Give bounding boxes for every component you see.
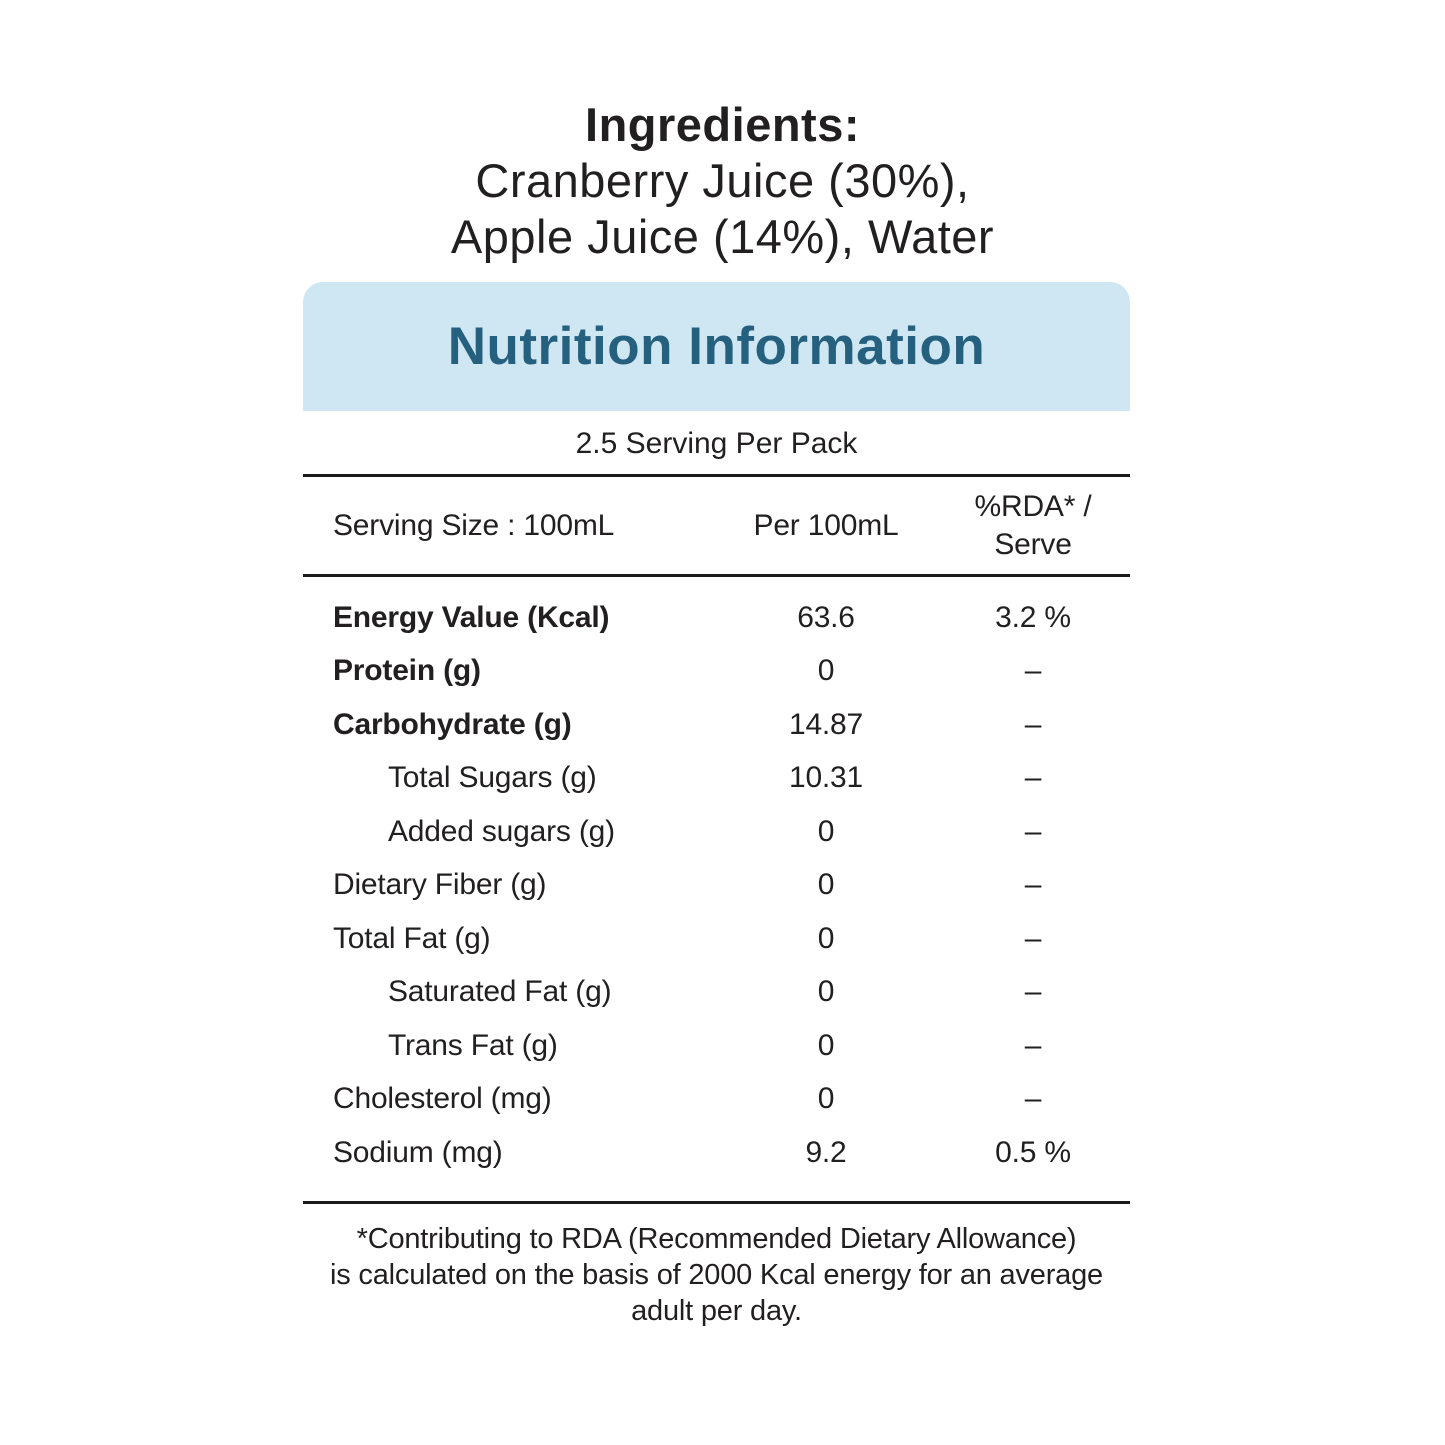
row-value-per-100ml: 63.6 <box>797 600 855 634</box>
column-serving-size: Serving Size : 100mL <box>333 508 615 542</box>
table-row: Added sugars (g) 0 – <box>303 805 1130 859</box>
row-value-per-100ml: 0 <box>817 975 835 1009</box>
divider-bottom <box>303 1201 1130 1204</box>
table-body: Energy Value (Kcal) 63.6 3.2 % Protein (g) 0… <box>303 577 1130 1180</box>
row-value-rda: – <box>1024 921 1042 955</box>
table-row: Trans Fat (g) 0 – <box>303 1019 1130 1073</box>
row-label: Protein (g) <box>333 654 481 688</box>
divider-top <box>303 474 1130 477</box>
table-row: Saturated Fat (g) 0 – <box>303 966 1130 1020</box>
row-label: Total Sugars (g) <box>388 761 597 795</box>
row-value-rda: – <box>1024 868 1042 902</box>
table-header: Serving Size : 100mL Per 100mL %RDA* / S… <box>303 477 1130 574</box>
row-value-per-100ml: 0 <box>817 1028 835 1062</box>
row-value-rda: – <box>1024 1028 1042 1062</box>
table-row: Carbohydrate (g) 14.87 – <box>303 698 1130 752</box>
row-label: Total Fat (g) <box>333 921 491 955</box>
rda-footnote: *Contributing to RDA (Recommended Dietar… <box>270 1221 1163 1329</box>
column-rda-line-1: %RDA* / <box>974 489 1092 523</box>
row-value-per-100ml: 0 <box>817 921 835 955</box>
table-row: Sodium (mg) 9.2 0.5 % <box>303 1126 1130 1180</box>
row-label: Saturated Fat (g) <box>388 975 612 1009</box>
row-label: Energy Value (Kcal) <box>333 600 610 634</box>
table-row: Protein (g) 0 – <box>303 645 1130 699</box>
column-per-100ml: Per 100mL <box>753 508 899 542</box>
row-value-rda: 3.2 % <box>995 600 1071 634</box>
footnote-line-3: adult per day. <box>631 1295 802 1327</box>
row-label: Trans Fat (g) <box>388 1028 558 1062</box>
row-value-per-100ml: 0 <box>817 654 835 688</box>
column-rda-line-2: Serve <box>994 527 1072 561</box>
ingredients-line-1: Cranberry Juice (30%), <box>475 154 970 207</box>
row-value-rda: – <box>1024 761 1042 795</box>
table-row: Energy Value (Kcal) 63.6 3.2 % <box>303 591 1130 645</box>
row-value-rda: 0.5 % <box>995 1135 1071 1169</box>
table-row: Total Sugars (g) 10.31 – <box>303 752 1130 806</box>
ingredients-line-2: Apple Juice (14%), Water <box>450 210 995 263</box>
divider-header <box>303 574 1130 577</box>
row-label: Dietary Fiber (g) <box>333 868 547 902</box>
footnote-line-1: *Contributing to RDA (Recommended Dietar… <box>356 1223 1077 1255</box>
footnote-line-2: is calculated on the basis of 2000 Kcal … <box>330 1259 1103 1291</box>
row-value-per-100ml: 14.87 <box>788 707 864 741</box>
row-value-per-100ml: 0 <box>817 1082 835 1116</box>
row-label: Cholesterol (mg) <box>333 1082 552 1116</box>
column-rda-serve: %RDA* / Serve <box>936 488 1130 564</box>
ingredients-title: Ingredients: <box>585 98 860 151</box>
row-value-rda: – <box>1024 1082 1042 1116</box>
table-row: Total Fat (g) 0 – <box>303 912 1130 966</box>
servings-per-pack: 2.5 Serving Per Pack <box>575 427 858 460</box>
row-label: Added sugars (g) <box>388 814 615 848</box>
row-label: Carbohydrate (g) <box>333 707 572 741</box>
row-label: Sodium (mg) <box>333 1135 503 1169</box>
row-value-per-100ml: 9.2 <box>805 1135 847 1169</box>
row-value-rda: – <box>1024 814 1042 848</box>
row-value-rda: – <box>1024 707 1042 741</box>
nutrition-banner-title: Nutrition Information <box>447 317 986 376</box>
ingredients-section: Ingredients: Cranberry Juice (30%), Appl… <box>0 97 1445 265</box>
row-value-per-100ml: 10.31 <box>788 761 864 795</box>
row-value-per-100ml: 0 <box>817 868 835 902</box>
row-value-per-100ml: 0 <box>817 814 835 848</box>
table-row: Dietary Fiber (g) 0 – <box>303 859 1130 913</box>
table-row: Cholesterol (mg) 0 – <box>303 1073 1130 1127</box>
nutrition-banner: Nutrition Information <box>303 282 1130 411</box>
row-value-rda: – <box>1024 654 1042 688</box>
row-value-rda: – <box>1024 975 1042 1009</box>
